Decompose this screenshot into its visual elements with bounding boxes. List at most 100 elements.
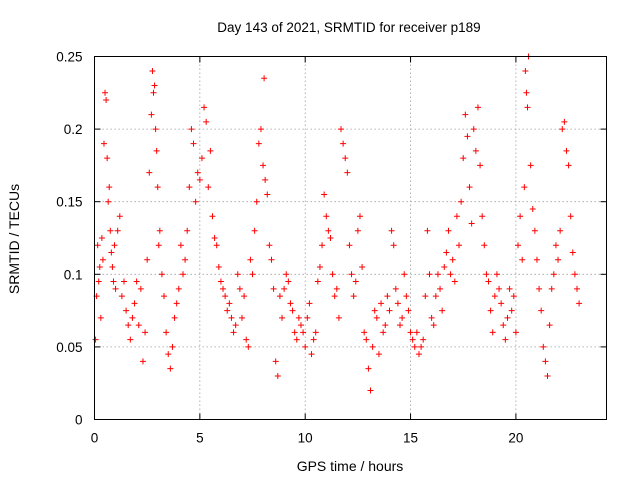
data-point <box>356 213 363 220</box>
data-point <box>363 336 370 343</box>
data-point <box>544 372 551 379</box>
data-point <box>109 264 116 271</box>
data-point <box>338 126 345 133</box>
data-point <box>186 184 193 191</box>
data-point <box>173 300 180 307</box>
data-point <box>260 162 267 169</box>
data-point <box>437 285 444 292</box>
data-point <box>504 314 511 321</box>
data-point <box>340 140 347 147</box>
data-point <box>149 68 156 75</box>
data-point <box>447 271 454 278</box>
data-point <box>502 336 509 343</box>
data-point <box>386 307 393 314</box>
data-point <box>348 271 355 278</box>
data-point <box>97 314 104 321</box>
data-point <box>151 82 158 89</box>
data-point <box>483 271 490 278</box>
data-point <box>401 271 408 278</box>
data-point <box>312 329 319 336</box>
data-point <box>323 213 330 220</box>
data-point <box>264 191 271 198</box>
data-point <box>498 300 505 307</box>
data-point <box>148 111 155 118</box>
data-point <box>533 256 540 263</box>
data-point <box>489 329 496 336</box>
data-point <box>350 293 357 300</box>
data-point <box>415 351 422 358</box>
x-tick-label: 0 <box>91 431 99 446</box>
data-point <box>302 343 309 350</box>
data-point <box>232 322 239 329</box>
data-point <box>441 264 448 271</box>
data-point <box>388 227 395 234</box>
y-tick-label: 0.15 <box>56 195 82 210</box>
data-point <box>169 343 176 350</box>
data-point <box>184 227 191 234</box>
data-point <box>563 147 570 154</box>
data-point <box>552 242 559 249</box>
x-tick-label: 5 <box>196 431 204 446</box>
data-point <box>319 242 326 249</box>
data-point <box>276 293 283 300</box>
data-point <box>165 351 172 358</box>
data-point <box>103 97 110 104</box>
data-point <box>230 329 237 336</box>
data-point <box>205 184 212 191</box>
data-point <box>268 256 275 263</box>
data-point <box>329 271 336 278</box>
data-point <box>150 89 157 96</box>
data-point <box>352 278 359 285</box>
data-point <box>378 300 385 307</box>
data-point <box>198 155 205 162</box>
data-point <box>371 307 378 314</box>
data-point <box>380 329 387 336</box>
data-point <box>96 264 103 271</box>
data-point <box>403 293 410 300</box>
data-point <box>458 198 465 205</box>
data-point <box>196 176 203 183</box>
data-point <box>133 278 140 285</box>
data-point <box>161 293 168 300</box>
data-point <box>112 285 119 292</box>
data-point <box>241 293 248 300</box>
data-point <box>453 213 460 220</box>
data-point <box>228 314 235 321</box>
data-point <box>536 285 543 292</box>
data-point <box>295 314 302 321</box>
data-point <box>310 336 317 343</box>
data-point <box>226 300 233 307</box>
data-point <box>261 75 268 82</box>
data-point <box>213 242 220 249</box>
data-point <box>262 176 269 183</box>
data-point <box>487 307 494 314</box>
data-point <box>529 205 536 212</box>
data-point <box>114 227 121 234</box>
x-axis-label: GPS time / hours <box>297 458 404 474</box>
data-point <box>411 343 418 350</box>
data-point <box>249 271 256 278</box>
data-point <box>95 278 102 285</box>
data-point <box>188 126 195 133</box>
data-point <box>285 278 292 285</box>
data-point <box>346 242 353 249</box>
data-point <box>451 278 458 285</box>
x-tick-label: 15 <box>403 431 418 446</box>
data-point <box>325 227 332 234</box>
data-point <box>424 227 431 234</box>
data-point <box>192 198 199 205</box>
data-point <box>274 372 281 379</box>
data-point <box>281 285 288 292</box>
data-point <box>481 242 488 249</box>
data-point <box>555 256 562 263</box>
data-point <box>105 198 112 205</box>
data-point <box>234 271 241 278</box>
data-point <box>394 300 401 307</box>
data-point <box>238 314 245 321</box>
data-point <box>243 336 250 343</box>
data-point <box>116 213 123 220</box>
data-point <box>472 147 479 154</box>
data-point <box>392 285 399 292</box>
data-point <box>430 322 437 329</box>
